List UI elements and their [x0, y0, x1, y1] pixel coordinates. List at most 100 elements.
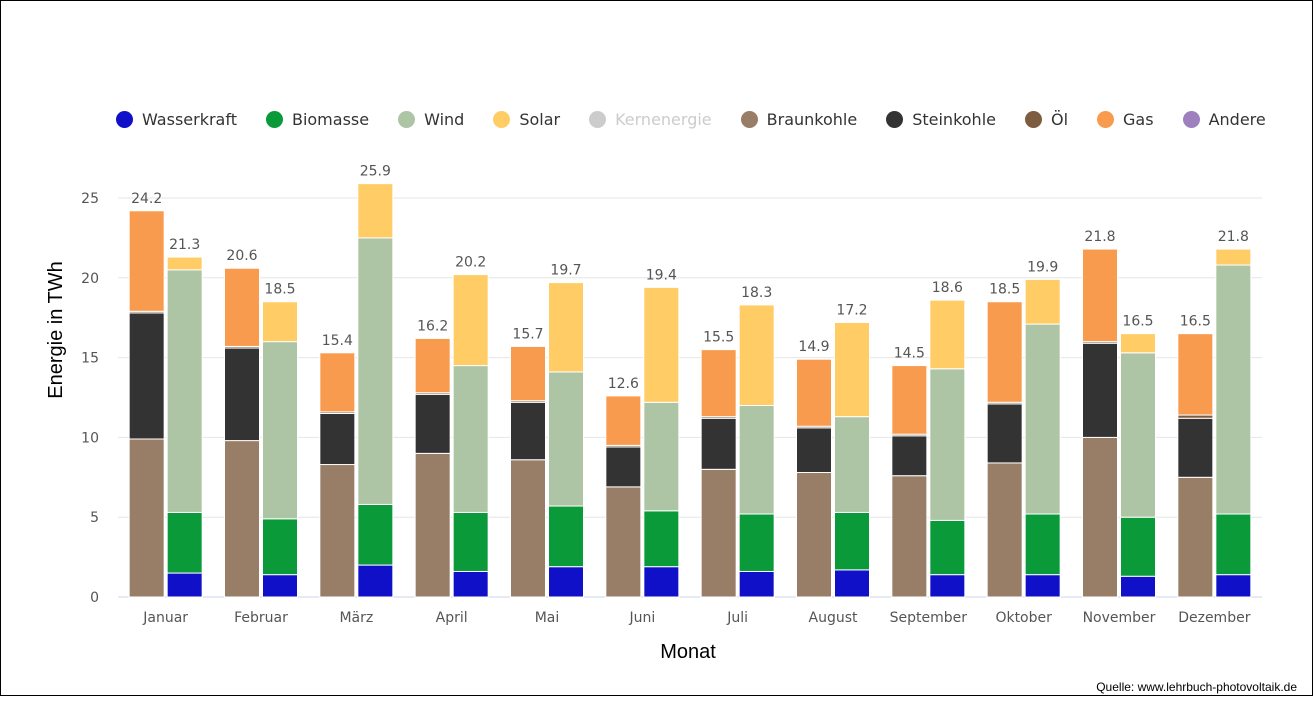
bar-biomasse-august[interactable]: [834, 511, 870, 571]
bar-wasserkraft-februar[interactable]: [262, 574, 298, 598]
legend-item-wasserkraft[interactable]: Wasserkraft: [116, 110, 237, 129]
bar-braunkohle-mai[interactable]: [510, 459, 546, 598]
bar-biomasse-april[interactable]: [452, 511, 489, 572]
bar-steinkohle-juli[interactable]: [700, 417, 737, 470]
bar-gas-august[interactable]: [796, 358, 832, 427]
bar-solar-august[interactable]: [834, 321, 870, 418]
bar-wind-april[interactable]: [452, 365, 489, 513]
bar-biomasse-januar[interactable]: [166, 511, 203, 574]
legend-item-steinkohle[interactable]: Steinkohle: [886, 110, 996, 129]
bar-solar-juli[interactable]: [738, 304, 775, 406]
bar-wind-dezember[interactable]: [1215, 264, 1252, 515]
bar-wind-januar[interactable]: [166, 269, 203, 513]
bar-steinkohle-september[interactable]: [891, 435, 928, 477]
bar-biomasse-juni[interactable]: [643, 510, 680, 568]
bar-braunkohle-juni[interactable]: [605, 486, 642, 598]
bar-steinkohle-maerz[interactable]: [319, 412, 356, 466]
bar-wind-november[interactable]: [1120, 352, 1156, 518]
bar-wasserkraft-maerz[interactable]: [357, 564, 394, 598]
bar-biomasse-dezember[interactable]: [1215, 513, 1252, 576]
bar-steinkohle-februar[interactable]: [224, 347, 260, 442]
bar-wasserkraft-september[interactable]: [929, 574, 966, 598]
bar-steinkohle-mai[interactable]: [510, 401, 546, 461]
bar-steinkohle-oktober[interactable]: [986, 403, 1023, 464]
legend-item-wind[interactable]: Wind: [398, 110, 464, 129]
legend-item-andere[interactable]: Andere: [1182, 110, 1266, 129]
bar-solar-februar[interactable]: [262, 301, 298, 343]
legend-item-gas[interactable]: Gas: [1097, 110, 1154, 129]
bar-wind-maerz[interactable]: [357, 237, 394, 505]
bar-steinkohle-dezember[interactable]: [1177, 417, 1214, 478]
bar-braunkohle-november[interactable]: [1082, 436, 1118, 598]
bar-gas-dezember[interactable]: [1177, 333, 1214, 416]
bar-gas-september[interactable]: [891, 365, 928, 435]
bar-braunkohle-september[interactable]: [891, 475, 928, 598]
legend-item-oel[interactable]: Öl: [1024, 109, 1069, 129]
bar-braunkohle-april[interactable]: [414, 452, 451, 598]
bar-wasserkraft-dezember[interactable]: [1215, 574, 1252, 598]
bar-biomasse-november[interactable]: [1120, 516, 1156, 577]
bar-biomasse-maerz[interactable]: [357, 503, 394, 566]
bar-biomasse-mai[interactable]: [548, 505, 584, 568]
total-label-renewable-juli: 18.3: [741, 285, 772, 301]
bar-wind-mai[interactable]: [548, 371, 584, 507]
legend-item-kernenergie[interactable]: Kernenergie: [589, 110, 712, 129]
bar-wind-oktober[interactable]: [1024, 323, 1061, 515]
bar-braunkohle-juli[interactable]: [700, 468, 737, 598]
bar-wind-februar[interactable]: [262, 341, 298, 520]
bar-wasserkraft-oktober[interactable]: [1024, 574, 1061, 598]
legend-item-solar[interactable]: Solar: [493, 110, 560, 129]
bar-biomasse-juli[interactable]: [738, 513, 775, 572]
bar-braunkohle-dezember[interactable]: [1177, 476, 1214, 598]
bar-solar-maerz[interactable]: [357, 183, 394, 239]
bar-gas-februar[interactable]: [224, 267, 260, 347]
bar-gas-april[interactable]: [414, 337, 451, 394]
bar-wasserkraft-juni[interactable]: [643, 566, 680, 598]
bar-solar-oktober[interactable]: [1024, 278, 1061, 325]
bar-biomasse-oktober[interactable]: [1024, 513, 1061, 576]
bar-wind-juni[interactable]: [643, 401, 680, 512]
bar-gas-mai[interactable]: [510, 345, 546, 402]
bar-braunkohle-januar[interactable]: [128, 438, 165, 598]
bar-wasserkraft-august[interactable]: [834, 569, 870, 598]
bar-solar-juni[interactable]: [643, 286, 680, 403]
legend-item-biomasse[interactable]: Biomasse: [265, 110, 369, 129]
bar-gas-oktober[interactable]: [986, 301, 1023, 403]
bar-wasserkraft-mai[interactable]: [548, 566, 584, 598]
bar-solar-september[interactable]: [929, 299, 966, 370]
bar-steinkohle-januar[interactable]: [128, 312, 165, 440]
bar-gas-januar[interactable]: [128, 210, 165, 312]
bar-braunkohle-februar[interactable]: [224, 440, 260, 598]
bar-biomasse-februar[interactable]: [262, 518, 298, 576]
bar-gas-november[interactable]: [1082, 248, 1118, 343]
bar-braunkohle-maerz[interactable]: [319, 464, 356, 598]
legend-label: Braunkohle: [766, 109, 858, 129]
bar-steinkohle-august[interactable]: [796, 427, 832, 474]
legend-label: Steinkohle: [912, 109, 996, 129]
bar-gas-maerz[interactable]: [319, 352, 356, 413]
bar-gas-juni[interactable]: [605, 395, 642, 446]
total-label-renewable-februar: 18.5: [264, 282, 295, 298]
bar-wasserkraft-november[interactable]: [1120, 575, 1156, 598]
bar-solar-januar[interactable]: [166, 256, 203, 271]
bar-wasserkraft-juli[interactable]: [738, 570, 775, 598]
legend-label: Öl: [1050, 109, 1069, 129]
legend-item-braunkohle[interactable]: Braunkohle: [740, 109, 858, 129]
bar-steinkohle-november[interactable]: [1082, 342, 1118, 438]
bar-wasserkraft-april[interactable]: [452, 570, 489, 598]
bar-braunkohle-august[interactable]: [796, 472, 832, 598]
bar-solar-mai[interactable]: [548, 282, 584, 373]
bar-solar-november[interactable]: [1120, 333, 1156, 354]
bar-solar-dezember[interactable]: [1215, 248, 1252, 266]
bar-biomasse-september[interactable]: [929, 519, 966, 576]
bar-steinkohle-juni[interactable]: [605, 446, 642, 488]
bar-wind-juli[interactable]: [738, 404, 775, 515]
bar-solar-april[interactable]: [452, 274, 489, 367]
bar-wasserkraft-januar[interactable]: [166, 572, 203, 598]
bar-wind-september[interactable]: [929, 368, 966, 521]
bar-braunkohle-oktober[interactable]: [986, 462, 1023, 598]
bar-steinkohle-april[interactable]: [414, 393, 451, 454]
bar-gas-juli[interactable]: [700, 349, 737, 418]
bar-wind-august[interactable]: [834, 416, 870, 513]
